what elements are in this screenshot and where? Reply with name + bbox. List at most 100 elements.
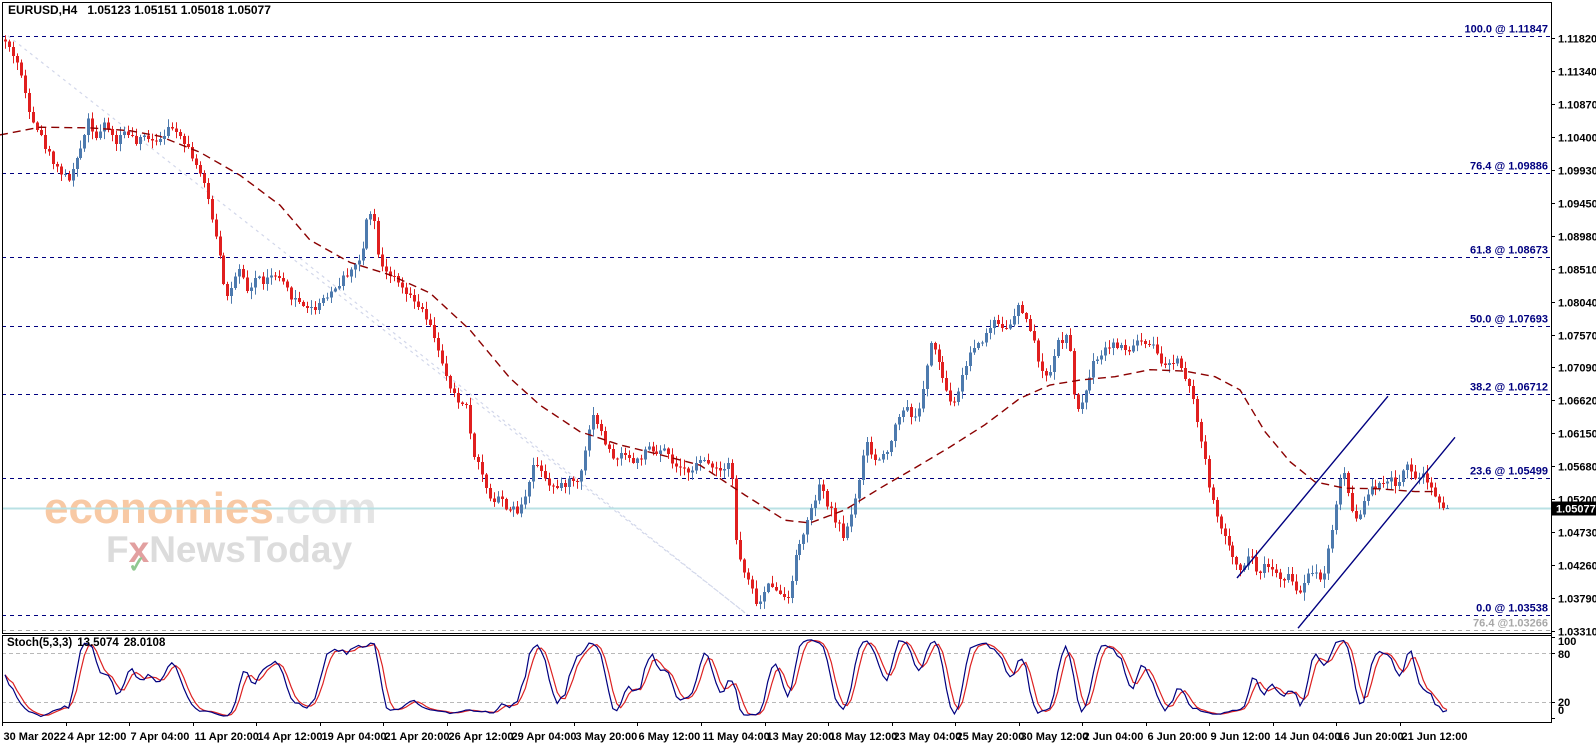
- candle-body: [608, 444, 611, 449]
- candle-body: [981, 342, 984, 344]
- candle-body: [1347, 473, 1350, 493]
- candle-body: [266, 277, 269, 284]
- candle-body: [334, 288, 337, 292]
- candle-body: [365, 219, 368, 249]
- candle-body: [95, 131, 98, 139]
- candle-body: [918, 408, 921, 417]
- y-axis-tick-label: 1.05680: [1558, 462, 1596, 474]
- x-axis-tick-label: 11 Apr 20:00: [195, 731, 259, 743]
- x-axis-tick-label: 30 Mar 2022: [4, 731, 66, 743]
- candle-body: [489, 488, 492, 499]
- candle-body: [1414, 471, 1417, 479]
- candle-body: [362, 248, 365, 261]
- candle-body: [167, 126, 170, 136]
- candle-body: [99, 131, 102, 139]
- candle-body: [473, 433, 476, 457]
- candle-body: [429, 319, 432, 326]
- candle-body: [914, 416, 917, 418]
- candle-body: [1355, 511, 1358, 519]
- candle-body: [715, 467, 718, 469]
- candle-body: [1212, 487, 1215, 501]
- channel-trendlines-layer[interactable]: [1236, 395, 1456, 629]
- candle-body: [687, 468, 690, 473]
- stoch-panel-frame: [2, 635, 1552, 723]
- current-price-badge: [1552, 501, 1596, 516]
- candle-body: [8, 41, 11, 47]
- fib-rays-layer[interactable]: [7, 35, 749, 616]
- candle-body: [858, 480, 861, 499]
- panel-splitter[interactable]: [2, 634, 1551, 635]
- candle-body: [1319, 572, 1322, 580]
- candle-body: [842, 523, 845, 538]
- candle-body: [655, 451, 658, 455]
- candle-body: [1438, 496, 1441, 503]
- candle-body: [719, 468, 722, 471]
- candle-body: [139, 136, 142, 144]
- candle-body: [282, 278, 285, 282]
- candle-body: [620, 452, 623, 459]
- fib-ray[interactable]: [7, 35, 749, 616]
- candle-body: [584, 450, 587, 471]
- candle-body: [179, 132, 182, 136]
- candle-body: [1009, 324, 1012, 329]
- candle-body: [242, 269, 245, 278]
- candle-body: [1283, 579, 1286, 581]
- candle-body: [989, 328, 992, 334]
- candle-body: [48, 149, 51, 152]
- candle-body: [1196, 399, 1199, 422]
- candle-body: [632, 458, 635, 463]
- y-axis-tick-label: 1.03790: [1558, 594, 1596, 606]
- candle-body: [20, 62, 23, 76]
- candle-body: [87, 118, 90, 135]
- fib-ray[interactable]: [299, 257, 746, 614]
- candle-body: [1140, 340, 1143, 342]
- candle-body: [342, 275, 345, 286]
- candle-body: [1172, 362, 1175, 364]
- candle-body: [1251, 556, 1254, 558]
- moving-average-layer[interactable]: [0, 126, 1434, 524]
- candle-body: [195, 158, 198, 165]
- candle-body: [254, 278, 257, 288]
- candle-body: [1065, 335, 1068, 344]
- fib-level-label: 50.0 @ 1.07693: [1470, 314, 1548, 326]
- candle-body: [1176, 358, 1179, 364]
- candle-body: [1104, 347, 1107, 356]
- candle-body: [1108, 347, 1111, 349]
- candle-body: [1434, 487, 1437, 497]
- candle-body: [1243, 565, 1246, 570]
- candle-body: [791, 581, 794, 598]
- y-axis-tick-label: 1.11820: [1558, 34, 1596, 46]
- candle-body: [580, 470, 583, 482]
- candle-body: [759, 601, 762, 605]
- candle-body: [40, 130, 43, 136]
- x-axis-tick-label: 9 Jun 12:00: [1211, 731, 1271, 743]
- candle-body: [52, 151, 55, 165]
- candle-body: [1216, 500, 1219, 517]
- candle-body: [457, 393, 460, 403]
- watermark-tagline: FxNewsToday: [106, 531, 352, 568]
- candle-body: [1367, 494, 1370, 501]
- candle-body: [1394, 477, 1397, 486]
- channel-trendline[interactable]: [1297, 436, 1456, 629]
- stoch-scale-label: 0: [1558, 705, 1564, 717]
- candle-body: [119, 135, 122, 144]
- candle-body: [262, 276, 265, 284]
- fib-levels-layer[interactable]: 100.0 @ 1.11847 76.4 @ 1.09886 61.8 @ 1.08…: [2, 24, 1551, 632]
- candle-body: [135, 135, 138, 145]
- candle-body: [822, 484, 825, 491]
- candle-body: [147, 135, 150, 140]
- symbol-period-label: EURUSD,H4: [8, 3, 78, 17]
- candle-body: [600, 423, 603, 432]
- channel-trendline[interactable]: [1236, 395, 1389, 579]
- candle-body: [1239, 564, 1242, 570]
- moving-average-line[interactable]: [0, 126, 1434, 524]
- candle-body: [926, 365, 929, 389]
- candle-body: [469, 405, 472, 434]
- y-axis-tick-label: 1.07570: [1558, 331, 1596, 343]
- candle-body: [516, 506, 519, 514]
- candle-body: [389, 271, 392, 276]
- frame-layer: [2, 2, 1552, 723]
- candle-body: [44, 135, 47, 149]
- candle-body: [1049, 372, 1052, 376]
